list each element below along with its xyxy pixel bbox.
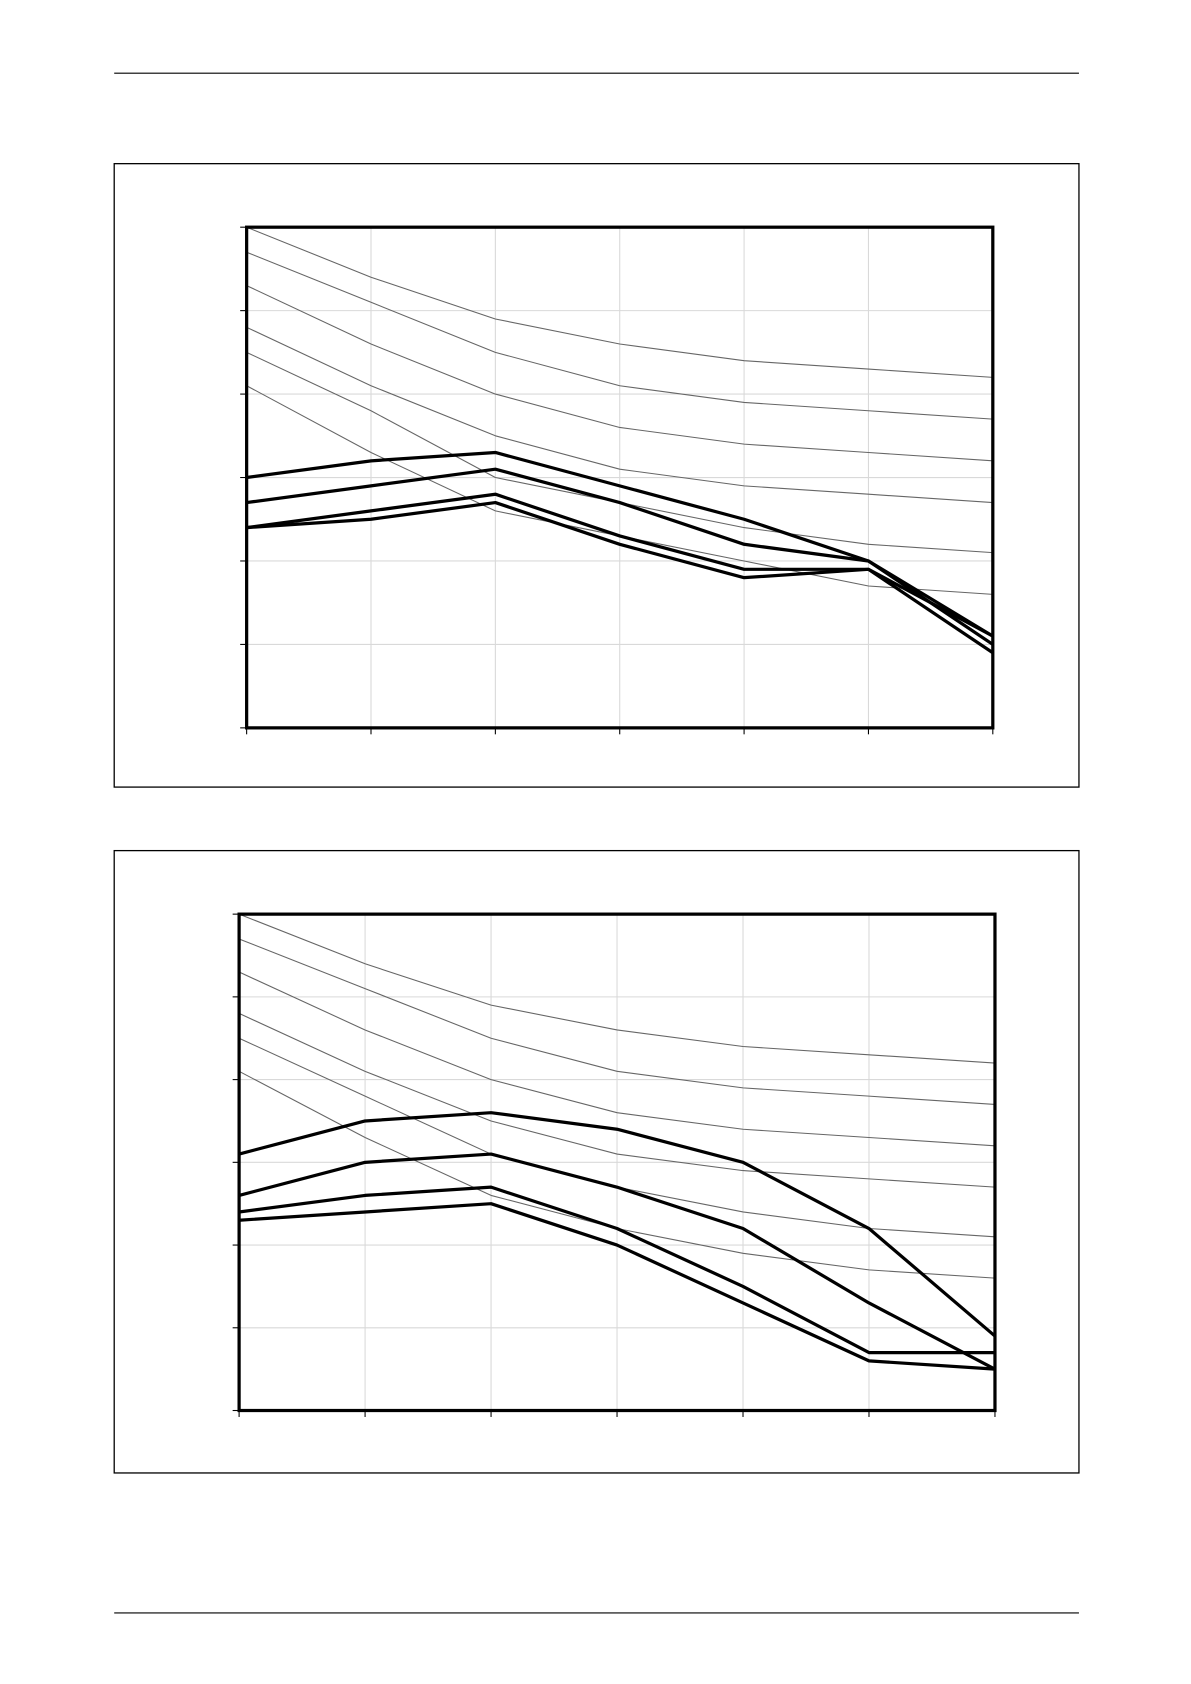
data-line <box>238 1152 996 1371</box>
data-line <box>246 467 994 646</box>
data-line <box>238 971 996 1147</box>
data-line <box>238 1202 996 1371</box>
data-line <box>238 1012 996 1188</box>
chart-frame <box>113 849 1080 1474</box>
plot-border <box>237 912 997 1413</box>
plot-border <box>245 225 995 730</box>
data-line <box>246 251 993 420</box>
data-line <box>246 500 994 655</box>
data-line <box>238 938 996 1105</box>
data-line <box>246 226 993 378</box>
data-line <box>238 913 996 1064</box>
data-line <box>238 1185 995 1355</box>
data-line <box>246 326 993 504</box>
data-line <box>238 1111 997 1338</box>
chart-frame <box>113 163 1080 788</box>
data-line <box>246 285 993 462</box>
